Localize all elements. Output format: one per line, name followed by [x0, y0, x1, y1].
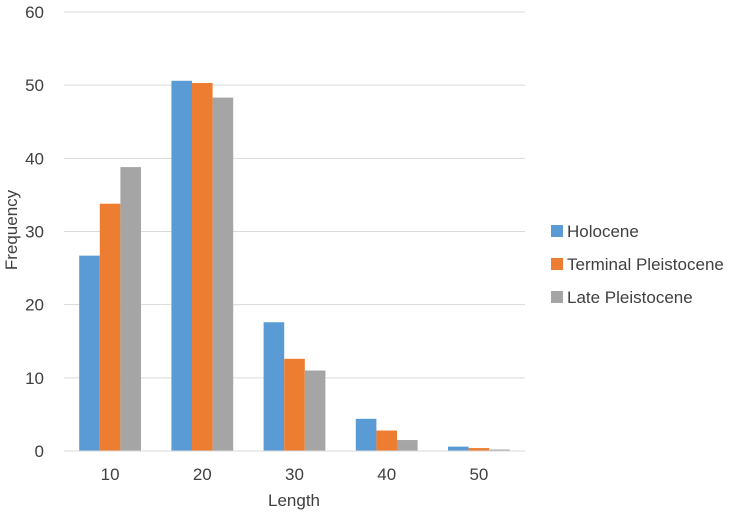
bar: [304, 370, 326, 451]
bars: [79, 80, 510, 451]
y-tick-label: 30: [25, 223, 44, 242]
axes: 0 10 20 30 40 50 60 10 20 30 40 50: [25, 3, 525, 484]
bar: [355, 418, 377, 451]
y-tick-label: 60: [25, 3, 44, 22]
bar: [212, 97, 234, 451]
bar: [284, 358, 305, 451]
bar: [192, 82, 213, 451]
bar: [448, 446, 469, 451]
legend: Holocene Terminal Pleistocene Late Pleisto…: [551, 222, 724, 307]
y-tick-label: 40: [25, 149, 44, 168]
legend-label: Holocene: [567, 222, 639, 241]
x-tick-label: 20: [193, 465, 212, 484]
x-tick-label: 40: [377, 465, 396, 484]
y-tick-label: 0: [35, 442, 44, 461]
y-tick-label: 50: [25, 76, 44, 95]
legend-label: Late Pleistocene: [567, 288, 693, 307]
y-tick-label: 20: [25, 296, 44, 315]
x-tick-label: 10: [101, 465, 120, 484]
bar: [99, 203, 121, 451]
legend-swatch: [551, 225, 563, 237]
x-tick-label: 30: [285, 465, 304, 484]
bar: [171, 80, 192, 451]
x-tick-label: 50: [469, 465, 488, 484]
bar: [376, 430, 397, 451]
legend-label: Terminal Pleistocene: [567, 255, 724, 274]
bar: [397, 440, 418, 451]
bar: [120, 167, 141, 451]
legend-swatch: [551, 258, 563, 270]
x-axis-title: Length: [268, 491, 320, 510]
bar: [468, 448, 490, 451]
y-tick-label: 10: [25, 369, 44, 388]
bar: [79, 255, 100, 451]
bar: [263, 322, 285, 451]
legend-swatch: [551, 291, 563, 303]
bar: [489, 449, 510, 451]
y-axis-title: Frequency: [2, 189, 21, 270]
